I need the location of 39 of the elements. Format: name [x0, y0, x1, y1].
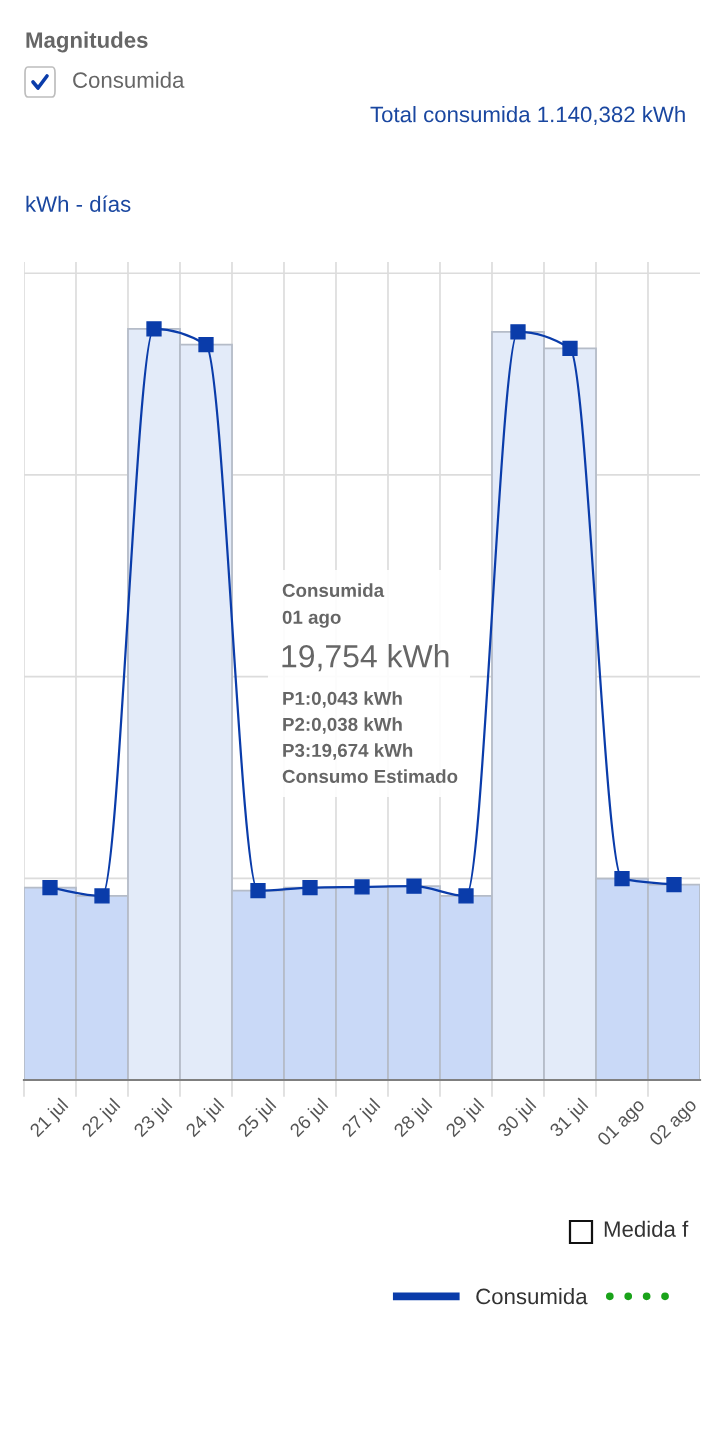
x-tick-label: 31 jul [548, 1097, 592, 1141]
point [510, 324, 526, 340]
x-tick-label: 25 jul [236, 1097, 280, 1141]
text: Medida f [604, 1220, 689, 1237]
point [198, 336, 214, 353]
text: Magnitudes [26, 31, 148, 53]
x-tick-label: 30 jul [496, 1097, 540, 1141]
text: Total consumida 1.140,382 kWh [370, 106, 685, 125]
x-tick-label: 26 jul [288, 1097, 332, 1141]
x-tick-label: 29 jul [444, 1097, 488, 1141]
annotation: 01 ago [282, 610, 341, 628]
x-tick-label: 23 jul [132, 1097, 176, 1141]
x-tick-label: 02 ago [648, 1097, 700, 1150]
annotation: P1:0,043 kWh [283, 691, 402, 708]
point [666, 877, 682, 893]
annotation: 19,754 kWh [282, 644, 449, 672]
x-tick-label: 24 jul [184, 1097, 228, 1141]
x-tick-label: 22 jul [80, 1097, 124, 1141]
x-tick-label: 28 jul [392, 1097, 436, 1141]
point [614, 871, 630, 887]
x-tick-label: 27 jul [340, 1097, 384, 1141]
point [94, 888, 110, 904]
annotation: Consumo Estimado [282, 769, 458, 784]
x-tick-label: 01 ago [596, 1097, 648, 1150]
annotation: P2:0,038 kWh [283, 717, 402, 734]
point [458, 888, 474, 904]
text: Consumida [73, 71, 185, 88]
point [302, 880, 318, 896]
point [406, 878, 422, 894]
annotation: Consumida [282, 583, 385, 598]
point [42, 880, 58, 896]
point [146, 321, 162, 337]
x-tick-label: 21 jul [28, 1097, 72, 1141]
text: kWh - días [26, 195, 131, 212]
point [354, 879, 370, 895]
point [250, 883, 266, 899]
annotation: P3:19,674 kWh [283, 743, 413, 760]
legend-label: Consumida [476, 1288, 588, 1305]
point [562, 340, 578, 357]
